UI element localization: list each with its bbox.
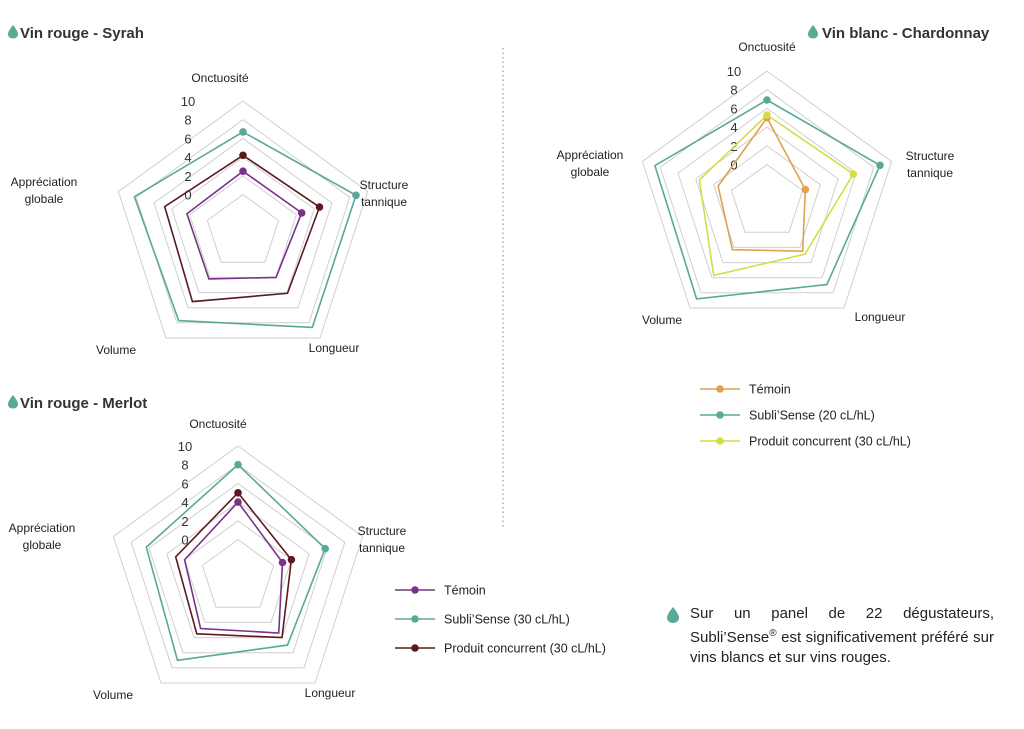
tick-label: 4 xyxy=(730,120,737,135)
legend-marker xyxy=(716,437,724,445)
summary-note: Sur un panel de 22 dégustateurs, Subli’S… xyxy=(690,604,994,668)
grid-ring xyxy=(117,100,369,339)
grid-ring xyxy=(171,156,315,294)
tick-label: 4 xyxy=(181,495,188,510)
series-point xyxy=(234,460,242,469)
tick-label: 6 xyxy=(184,131,191,146)
tick-label: 0 xyxy=(184,188,191,203)
series-line xyxy=(717,116,807,253)
legend-label: Subli’Sense (20 cL/hL) xyxy=(749,409,875,423)
tick-label: 8 xyxy=(730,83,737,98)
grid-ring xyxy=(641,70,893,309)
chart-title: Vin rouge - Merlot xyxy=(20,395,147,412)
tick-label: 10 xyxy=(727,64,741,79)
series-line xyxy=(185,170,303,280)
legend-marker xyxy=(411,615,419,623)
series-point xyxy=(763,96,771,104)
tick-label: 6 xyxy=(181,476,188,491)
legend-label: Produit concurrent (30 cL/hL) xyxy=(444,642,606,656)
axis-label: Longueur xyxy=(309,341,360,355)
series-line xyxy=(653,99,882,300)
tick-label: 8 xyxy=(184,113,191,128)
legend-marker xyxy=(411,644,419,652)
grid-ring xyxy=(148,482,328,654)
grid-ring xyxy=(166,501,310,639)
title-drop-icon xyxy=(8,395,18,409)
legend-marker xyxy=(716,385,724,393)
axis-label: Structure tannique xyxy=(906,149,955,180)
series-point xyxy=(315,203,324,211)
series-point xyxy=(849,170,858,178)
tick-label: 4 xyxy=(184,150,191,165)
series-point xyxy=(876,161,884,170)
axis-label: Appréciation globale xyxy=(557,148,624,179)
chart-title: Vin rouge - Syrah xyxy=(20,25,144,42)
grid-ring xyxy=(130,464,346,669)
axis-label: Structure tannique xyxy=(360,178,409,209)
legend-label: Produit concurrent (30 cL/hL) xyxy=(749,435,911,449)
tick-label: 0 xyxy=(181,533,188,548)
chart-title: Vin blanc - Chardonnay xyxy=(822,25,990,42)
title-drop-icon xyxy=(8,25,18,39)
legend-marker xyxy=(411,586,419,594)
legend-label: Témoin xyxy=(444,584,486,598)
registered-mark: ® xyxy=(769,628,777,639)
axis-label: Appréciation globale xyxy=(9,521,76,552)
series-point xyxy=(287,555,296,564)
series-line xyxy=(145,463,327,662)
series-line xyxy=(183,500,284,634)
grid-ring xyxy=(713,145,821,248)
note-text-before: Sur un panel de 22 dégustateurs, Subli’S… xyxy=(690,605,994,646)
axis-label: Volume xyxy=(96,343,136,357)
axis-label: Onctuosité xyxy=(189,417,247,431)
grid-ring xyxy=(112,445,364,684)
legend-label: Subli’Sense (30 cL/hL) xyxy=(444,613,570,627)
grid-ring xyxy=(206,193,280,263)
legend-label: Témoin xyxy=(749,383,791,397)
axis-label: Onctuosité xyxy=(191,71,249,85)
axis-label: Appréciation globale xyxy=(11,175,78,206)
legend-marker xyxy=(716,411,724,419)
tick-label: 2 xyxy=(181,514,188,529)
axis-label: Longueur xyxy=(855,310,906,324)
axis-label: Volume xyxy=(642,313,682,327)
tick-label: 8 xyxy=(181,458,188,473)
grid-ring xyxy=(153,137,333,309)
tick-label: 10 xyxy=(181,94,195,109)
series-point xyxy=(239,128,247,136)
series-point xyxy=(321,544,330,553)
title-drop-icon xyxy=(808,25,818,39)
tick-label: 10 xyxy=(178,439,192,454)
axis-label: Volume xyxy=(93,688,133,702)
axis-label: Onctuosité xyxy=(738,40,796,54)
axis-label: Structure tannique xyxy=(358,524,407,555)
series-point xyxy=(801,185,810,194)
series-point xyxy=(239,167,247,175)
series-point xyxy=(234,498,242,506)
series-line xyxy=(133,130,357,329)
axis-label: Longueur xyxy=(305,686,356,700)
series-point xyxy=(352,191,360,200)
series-point xyxy=(239,151,247,160)
grid-ring xyxy=(677,107,857,279)
note-text-after: est significativement préféré sur vins b… xyxy=(690,629,994,666)
grid-ring xyxy=(730,163,804,233)
series-point xyxy=(278,558,287,567)
series-point xyxy=(234,489,242,497)
tick-label: 2 xyxy=(184,169,191,184)
series-point xyxy=(763,111,771,119)
tick-label: 6 xyxy=(730,101,737,116)
series-point xyxy=(297,209,306,217)
drop-icon xyxy=(667,607,679,623)
series-line xyxy=(174,491,293,639)
series-line xyxy=(163,154,321,303)
grid-ring xyxy=(184,520,292,623)
grid-ring xyxy=(659,89,875,294)
series-line xyxy=(698,113,855,277)
grid-ring xyxy=(201,538,275,608)
